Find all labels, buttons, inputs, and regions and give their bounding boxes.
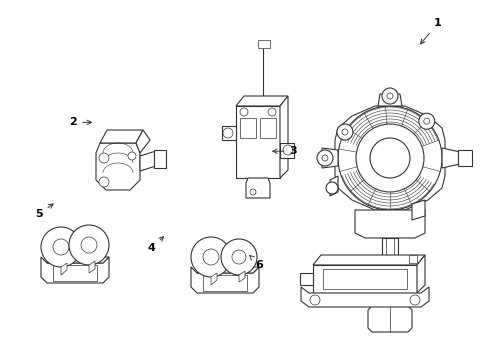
Polygon shape (367, 306, 411, 332)
Polygon shape (203, 275, 246, 291)
Circle shape (81, 237, 97, 253)
Circle shape (309, 295, 319, 305)
Circle shape (418, 113, 434, 129)
Circle shape (386, 93, 392, 99)
Bar (457, 150, 471, 166)
Polygon shape (96, 143, 140, 190)
Bar (323, 269, 406, 289)
Circle shape (355, 124, 423, 192)
Polygon shape (258, 40, 269, 48)
Polygon shape (299, 273, 312, 285)
Text: 3: 3 (272, 146, 297, 156)
Circle shape (341, 129, 347, 135)
Bar (408, 255, 416, 263)
Polygon shape (411, 200, 424, 220)
Polygon shape (441, 148, 459, 168)
Circle shape (221, 239, 257, 275)
Polygon shape (236, 106, 280, 178)
Circle shape (191, 237, 230, 277)
Text: 1: 1 (420, 18, 441, 44)
Circle shape (128, 152, 136, 160)
Polygon shape (377, 94, 401, 106)
Polygon shape (222, 126, 236, 140)
Polygon shape (239, 271, 244, 282)
Polygon shape (191, 267, 259, 293)
Polygon shape (416, 255, 424, 293)
Text: 4: 4 (147, 237, 163, 253)
Polygon shape (381, 238, 397, 306)
Bar (240, 118, 256, 138)
Polygon shape (280, 96, 287, 178)
Text: 5: 5 (35, 204, 53, 219)
Circle shape (53, 239, 69, 255)
Circle shape (283, 145, 292, 155)
Polygon shape (354, 210, 424, 238)
Polygon shape (245, 178, 269, 198)
Polygon shape (89, 261, 95, 273)
Text: 2: 2 (69, 117, 91, 127)
Polygon shape (280, 143, 293, 158)
Polygon shape (312, 265, 416, 293)
Polygon shape (379, 210, 399, 228)
Polygon shape (210, 273, 217, 285)
Circle shape (99, 177, 109, 187)
Polygon shape (236, 96, 287, 106)
Circle shape (223, 128, 232, 138)
Polygon shape (47, 257, 109, 263)
Circle shape (249, 189, 256, 195)
Circle shape (231, 250, 245, 264)
Circle shape (41, 227, 81, 267)
Circle shape (267, 108, 275, 116)
Circle shape (423, 118, 429, 124)
Bar (154, 150, 165, 168)
Circle shape (69, 225, 109, 265)
Polygon shape (140, 151, 156, 171)
Circle shape (240, 108, 247, 116)
Circle shape (321, 155, 327, 161)
Circle shape (203, 249, 219, 265)
Polygon shape (321, 148, 337, 168)
Circle shape (336, 124, 352, 140)
Polygon shape (334, 106, 444, 210)
Polygon shape (53, 265, 97, 281)
Bar (260, 118, 275, 138)
Polygon shape (329, 176, 337, 196)
Circle shape (316, 150, 332, 166)
Text: 6: 6 (249, 255, 263, 270)
Circle shape (325, 182, 337, 194)
Polygon shape (61, 263, 67, 275)
Polygon shape (136, 130, 150, 153)
Circle shape (381, 88, 397, 104)
Polygon shape (100, 130, 142, 143)
Circle shape (337, 106, 441, 210)
Polygon shape (301, 287, 428, 307)
Polygon shape (197, 267, 259, 273)
Circle shape (369, 138, 409, 178)
Circle shape (409, 295, 419, 305)
Circle shape (99, 153, 109, 163)
Polygon shape (312, 255, 424, 265)
Polygon shape (41, 257, 109, 283)
